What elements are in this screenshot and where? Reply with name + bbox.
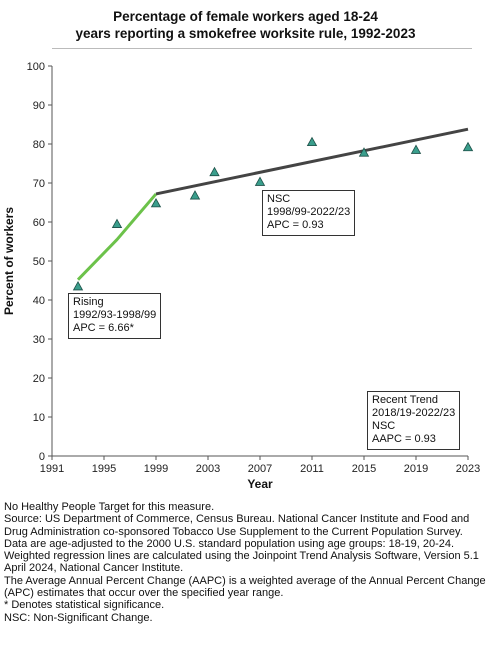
- y-tick-label-10: 10: [33, 412, 45, 424]
- y-tick-label-0: 0: [39, 451, 45, 463]
- footnote-aapc: The Average Annual Percent Change (AAPC)…: [4, 574, 486, 600]
- data-point-1: [72, 281, 84, 291]
- annotation-rising: Rising 1992/93-1998/99 APC = 6.66*: [68, 293, 162, 339]
- trend-segment-1: [76, 192, 158, 281]
- data-point-3: [150, 197, 162, 208]
- data-point-2: [111, 218, 123, 228]
- footnote-source: Source: US Department of Commerce, Censu…: [4, 513, 470, 538]
- x-tick-label-2019: 2019: [404, 463, 428, 475]
- x-tick-label-2023: 2023: [456, 463, 480, 475]
- y-tick-label-30: 30: [33, 334, 45, 346]
- annotation-rising-line-1: Rising: [73, 296, 104, 308]
- x-tick-label-2007: 2007: [248, 463, 272, 475]
- data-point-6: [254, 176, 266, 186]
- y-tick-label-50: 50: [33, 256, 45, 268]
- y-tick-label-90: 90: [33, 100, 45, 112]
- annotation-recent-line-2: 2018/19-2022/23: [372, 407, 456, 419]
- data-point-9: [410, 144, 422, 154]
- chart-plot: 0 10 20 30 40 50 60 70 80 90 100 1991 1995 1999 2003 20…: [2, 61, 480, 491]
- data-point-4: [189, 190, 201, 200]
- annotation-recent-line-4: AAPC = 0.93: [372, 433, 436, 445]
- x-tick-label-1991: 1991: [40, 463, 64, 475]
- x-tick-label-1995: 1995: [92, 463, 116, 475]
- annotation-rising-line-3: APC = 6.66*: [73, 322, 134, 334]
- x-axis-label: Year: [247, 477, 273, 491]
- x-tick-label-2011: 2011: [300, 463, 324, 475]
- y-tick-label-40: 40: [33, 295, 45, 307]
- chart-title-line-2: years reporting a smokefree worksite rul…: [75, 26, 416, 41]
- footnotes: No Healthy People Target for this measur…: [4, 501, 488, 624]
- y-tick-label-60: 60: [33, 217, 45, 229]
- x-tick-label-2003: 2003: [196, 463, 220, 475]
- annotation-nsc: NSC 1998/99-2022/23 APC = 0.93: [262, 190, 356, 236]
- footnote-nsc: NSC: Non-Significant Change.: [4, 611, 153, 624]
- chart-title-line-1: Percentage of female workers aged 18-24: [113, 9, 378, 24]
- y-axis-label: Percent of workers: [2, 207, 16, 315]
- annotation-recent-line-1: Recent Trend: [372, 394, 439, 406]
- annotation-rising-line-2: 1992/93-1998/99: [73, 309, 157, 321]
- x-tick-label-2015: 2015: [352, 463, 376, 475]
- footnote-target: No Healthy People Target for this measur…: [4, 501, 215, 513]
- footnote-regression: Weighted regression lines are calculated…: [4, 550, 479, 575]
- y-tick-label-70: 70: [33, 178, 45, 190]
- annotation-recent-trend: Recent Trend 2018/19-2022/23 NSC AAPC = …: [367, 391, 461, 450]
- data-point-8: [358, 147, 370, 157]
- footnote-significance: * Denotes statistical significance.: [4, 599, 165, 612]
- annotation-nsc-line-3: APC = 0.93: [267, 219, 324, 231]
- annotation-nsc-line-2: 1998/99-2022/23: [267, 206, 351, 218]
- data-point-5: [209, 166, 220, 177]
- y-tick-label-80: 80: [33, 139, 45, 151]
- data-point-10: [462, 141, 474, 152]
- y-tick-label-20: 20: [33, 373, 45, 385]
- x-tick-label-1999: 1999: [144, 463, 168, 475]
- y-tick-label-100: 100: [27, 61, 45, 73]
- annotation-nsc-line-1: NSC: [267, 193, 291, 205]
- chart-title: Percentage of female workers aged 18-24 …: [0, 8, 491, 42]
- trend-segment-2: [155, 127, 469, 196]
- annotation-recent-line-3: NSC: [372, 420, 396, 432]
- data-point-7: [306, 136, 318, 147]
- footnote-age-adjust: Data are age-adjusted to the 2000 U.S. s…: [4, 537, 455, 550]
- title-divider: [52, 48, 472, 49]
